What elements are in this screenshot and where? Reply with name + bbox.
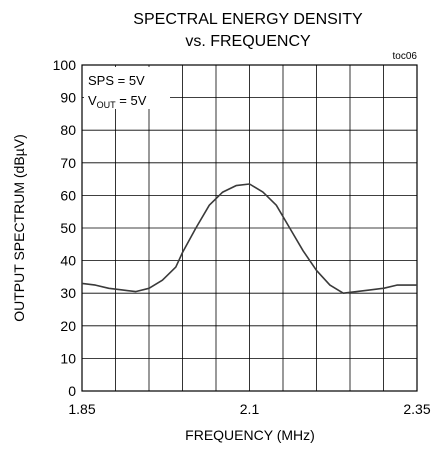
annotation-v: V	[88, 93, 97, 108]
chart-title-line1: SPECTRAL ENERGY DENSITY	[133, 11, 363, 28]
y-tick-label: 90	[60, 90, 76, 106]
y-tick-label: 0	[68, 383, 76, 399]
annotation-subscript: OUT	[97, 100, 117, 110]
x-tick-label: 2.35	[403, 401, 430, 417]
y-axis-label: OUTPUT SPECTRUM (dBµV)	[11, 134, 27, 322]
tick-labels: 0 10 20 30 40 50 60 70 80 90 100 1.85 2.1 2.35	[53, 57, 431, 417]
y-tick-label: 50	[60, 220, 76, 236]
y-tick-label: 30	[60, 285, 76, 301]
annotation-line2: VOUT = 5V	[88, 93, 147, 110]
annotation-value: = 5V	[116, 93, 147, 108]
y-tick-label: 60	[60, 187, 76, 203]
chart-tag: toc06	[393, 51, 418, 62]
y-tick-label: 40	[60, 253, 76, 269]
y-tick-label: 80	[60, 122, 76, 138]
y-tick-label: 70	[60, 155, 76, 171]
y-tick-label: 20	[60, 318, 76, 334]
annotation-background	[84, 67, 170, 109]
x-axis-label: FREQUENCY (MHz)	[185, 427, 315, 443]
y-tick-label: 10	[60, 350, 76, 366]
x-tick-label: 1.85	[68, 401, 95, 417]
plot-area	[81, 64, 418, 392]
chart-title-line2: vs. FREQUENCY	[185, 33, 311, 50]
series-group	[81, 183, 417, 295]
annotation-line1: SPS = 5V	[88, 73, 145, 88]
series-line-0	[81, 183, 417, 295]
x-tick-label: 2.1	[240, 401, 260, 417]
y-tick-label: 100	[53, 57, 77, 73]
grid	[82, 65, 417, 391]
